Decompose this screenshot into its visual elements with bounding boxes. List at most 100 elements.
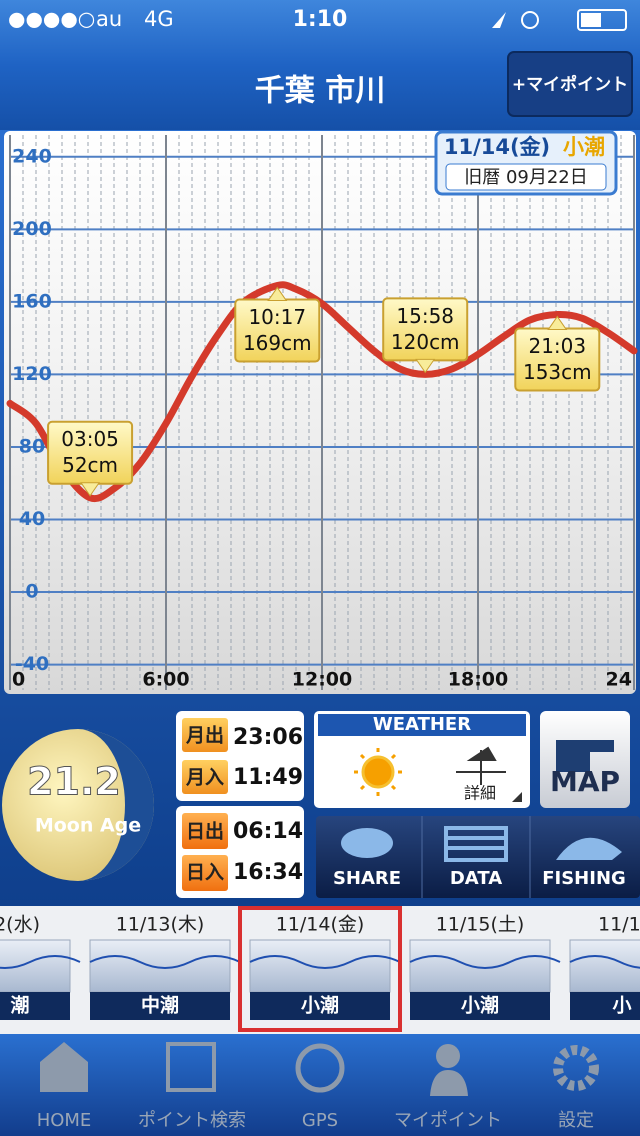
day-date[interactable]: 11/14(金) (276, 914, 365, 936)
location-icon (492, 12, 506, 28)
mypoint-icon (436, 1044, 460, 1068)
callout-label: 52cm (62, 453, 118, 477)
y-tick-label: 120 (12, 363, 52, 385)
tab-label[interactable]: GPS (302, 1110, 338, 1131)
moonset-label: 月入 (185, 767, 224, 789)
map-icon (556, 740, 614, 772)
x-tick-label: 18:00 (448, 669, 508, 691)
mini-wave (409, 955, 561, 969)
mypoint-icon-body (430, 1070, 468, 1096)
tab-label[interactable]: ポイント検索 (138, 1110, 246, 1131)
alarm-icon (521, 11, 539, 29)
x-tick-label: 24 (606, 669, 632, 691)
callout-time: 21:03 (528, 334, 586, 358)
header-title: 千葉 市川 (255, 74, 385, 109)
moon (2, 729, 154, 881)
y-tick-label: 240 (12, 145, 52, 167)
tab-bar (0, 1034, 640, 1136)
day-tide: 小潮 (461, 995, 499, 1017)
search-icon (166, 1042, 216, 1092)
y-tick-label: 0 (25, 581, 38, 603)
my-point-button-label[interactable]: +マイポイント (512, 74, 628, 95)
tide-line (6, 281, 638, 503)
share-icon (341, 828, 393, 858)
signal: ●●●●○ (8, 7, 95, 31)
action-label[interactable]: DATA (450, 868, 502, 889)
tide-name: 小潮 (563, 135, 605, 159)
sunset-label: 日入 (186, 862, 224, 884)
network: 4G (144, 7, 174, 31)
chart-date: 11/14(金) (444, 135, 550, 159)
moonset-time: 11:49 (233, 765, 303, 790)
moon-shadow (78, 729, 154, 881)
battery-level (581, 13, 601, 27)
day-tide: 潮 (10, 995, 29, 1017)
day-date[interactable]: 11/15(土) (436, 914, 525, 936)
day-tide: 小潮 (301, 995, 339, 1017)
tab-label[interactable]: 設定 (558, 1110, 594, 1131)
home-icon (40, 1042, 88, 1092)
sun-rays (354, 748, 402, 796)
callout-pointer (547, 315, 568, 331)
callout-pointer (415, 358, 436, 374)
callout-label: 153cm (523, 360, 592, 384)
fishing-icon (556, 837, 622, 860)
mini-wave (89, 955, 241, 969)
mini-graph (249, 939, 391, 993)
mini-wave (569, 955, 640, 969)
moonrise-label: 月出 (185, 724, 224, 747)
tide-bar (250, 992, 390, 1020)
time-label-bg (182, 718, 228, 752)
sunset-time: 16:34 (233, 860, 303, 885)
y-tick-label: 160 (12, 290, 52, 312)
tab-label[interactable]: HOME (37, 1110, 92, 1131)
weather-detail: 詳細 (464, 784, 496, 803)
day-date[interactable]: 11/13(木) (116, 914, 205, 936)
actions-bar (316, 816, 640, 898)
carrier: au (96, 7, 122, 31)
weather-title: WEATHER (373, 714, 471, 735)
chart-panel (4, 131, 636, 694)
battery (577, 9, 627, 31)
data-icon (444, 826, 508, 862)
callout-label: 169cm (243, 331, 312, 355)
action-label[interactable]: FISHING (542, 868, 626, 889)
mini-wave (0, 955, 81, 969)
mini-graph (89, 939, 231, 993)
moon-age-label: Moon Age (35, 815, 141, 837)
lunar-date: 旧暦 09月22日 (464, 167, 588, 188)
time-label-bg (182, 760, 228, 794)
x-tick-label: 6:00 (142, 669, 189, 691)
tide-bar (410, 992, 550, 1020)
mini-graph (409, 939, 551, 993)
moonrise-time: 23:06 (233, 725, 303, 750)
clock: 1:10 (293, 7, 348, 32)
callout-time: 15:58 (396, 304, 454, 328)
callout-time: 10:17 (248, 305, 306, 329)
corner-arrow (512, 792, 522, 802)
my-point-button[interactable] (507, 51, 633, 117)
y-tick-label: 200 (12, 218, 52, 240)
day-date[interactable]: 2(水) (0, 914, 40, 936)
map-label[interactable]: MAP (550, 765, 620, 798)
day-date[interactable]: 11/16 (598, 914, 640, 936)
y-tick-label: -40 (15, 653, 49, 675)
callout-time: 03:05 (61, 427, 119, 451)
gps-icon (295, 1043, 345, 1093)
tide-bar (570, 992, 640, 1020)
day-tide: 小 (612, 995, 631, 1017)
x-tick-label: 12:00 (292, 669, 352, 691)
sunrise-time: 06:14 (233, 819, 303, 844)
y-tick-label: 80 (19, 435, 45, 457)
tab-label[interactable]: マイポイント (394, 1110, 502, 1131)
action-label[interactable]: SHARE (333, 868, 401, 889)
weathervane-icon (456, 746, 506, 785)
x-tick-label: 0 (12, 669, 25, 691)
tide-bar (0, 992, 70, 1020)
time-label-bg (182, 813, 228, 849)
sunrise-label: 日出 (186, 820, 224, 843)
selected-day[interactable] (238, 906, 402, 1032)
